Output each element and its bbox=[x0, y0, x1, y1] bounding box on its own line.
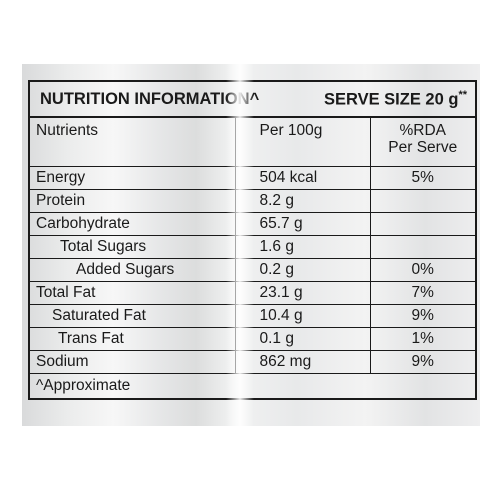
table-title-row: NUTRITION INFORMATION^ SERVE SIZE 20 g** bbox=[30, 82, 475, 118]
table-row: Protein 8.2 g bbox=[30, 189, 475, 213]
nutrient-grid: Nutrients Per 100g %RDA Per Serve Energy … bbox=[30, 118, 475, 398]
nutrient-name: Saturated Fat bbox=[30, 304, 235, 328]
table-row: Energy 504 kcal 5% bbox=[30, 166, 475, 190]
table-row: Total Sugars 1.6 g bbox=[30, 235, 475, 259]
nutrient-rda: 5% bbox=[369, 166, 475, 190]
table-row: Carbohydrate 65.7 g bbox=[30, 212, 475, 236]
nutrient-per100g: 65.7 g bbox=[234, 212, 370, 236]
nutrient-rda bbox=[369, 212, 475, 236]
nutrient-name: Trans Fat bbox=[30, 327, 235, 351]
nutrient-per100g: 8.2 g bbox=[234, 189, 370, 213]
table-row: Saturated Fat 10.4 g 9% bbox=[30, 304, 475, 328]
footnote: ^Approximate bbox=[30, 373, 475, 398]
nutrient-rda bbox=[369, 235, 475, 259]
nutrient-per100g: 23.1 g bbox=[234, 281, 370, 305]
nutrient-per100g: 10.4 g bbox=[234, 304, 370, 328]
nutrient-name: Sodium bbox=[30, 350, 235, 374]
nutrient-per100g: 1.6 g bbox=[234, 235, 370, 259]
nutrient-rda bbox=[369, 189, 475, 213]
header-rda-line1: %RDA bbox=[399, 122, 446, 139]
nutrient-rda: 9% bbox=[369, 350, 475, 374]
nutrient-per100g: 504 kcal bbox=[234, 166, 370, 190]
nutrient-per100g: 0.2 g bbox=[234, 258, 370, 282]
serve-size: SERVE SIZE 20 g** bbox=[324, 89, 467, 110]
table-row: Added Sugars 0.2 g 0% bbox=[30, 258, 475, 282]
serve-size-text: SERVE SIZE 20 g bbox=[323, 90, 459, 109]
footnote-row: ^Approximate bbox=[30, 373, 475, 398]
serve-size-mark: ** bbox=[458, 88, 467, 101]
header-rda: %RDA Per Serve bbox=[369, 118, 475, 167]
header-nutrients: Nutrients bbox=[36, 122, 99, 139]
nutrient-rda: 9% bbox=[369, 304, 475, 328]
nutrient-name: Total Fat bbox=[30, 281, 235, 305]
header-row: Nutrients Per 100g %RDA Per Serve bbox=[30, 118, 475, 167]
nutrient-name: Added Sugars bbox=[30, 258, 235, 282]
nutrient-rda: 1% bbox=[369, 327, 475, 351]
nutrient-name: Total Sugars bbox=[30, 235, 235, 259]
nutrient-name: Energy bbox=[30, 166, 235, 190]
nutrient-rda: 0% bbox=[369, 258, 475, 282]
header-per100g: Per 100g bbox=[234, 118, 370, 167]
nutrient-rda: 7% bbox=[369, 281, 475, 305]
table-row: Total Fat 23.1 g 7% bbox=[30, 281, 475, 305]
nutrient-name: Protein bbox=[30, 189, 235, 213]
table-row: Sodium 862 mg 9% bbox=[30, 350, 475, 374]
nutrient-per100g: 0.1 g bbox=[234, 327, 370, 351]
header-rda-line2: Per Serve bbox=[388, 139, 458, 156]
nutrient-name: Carbohydrate bbox=[30, 212, 235, 236]
table-title: NUTRITION INFORMATION^ bbox=[40, 89, 260, 108]
nutrient-per100g: 862 mg bbox=[234, 350, 370, 374]
nutrition-table: NUTRITION INFORMATION^ SERVE SIZE 20 g**… bbox=[28, 80, 477, 400]
table-row: Trans Fat 0.1 g 1% bbox=[30, 327, 475, 351]
